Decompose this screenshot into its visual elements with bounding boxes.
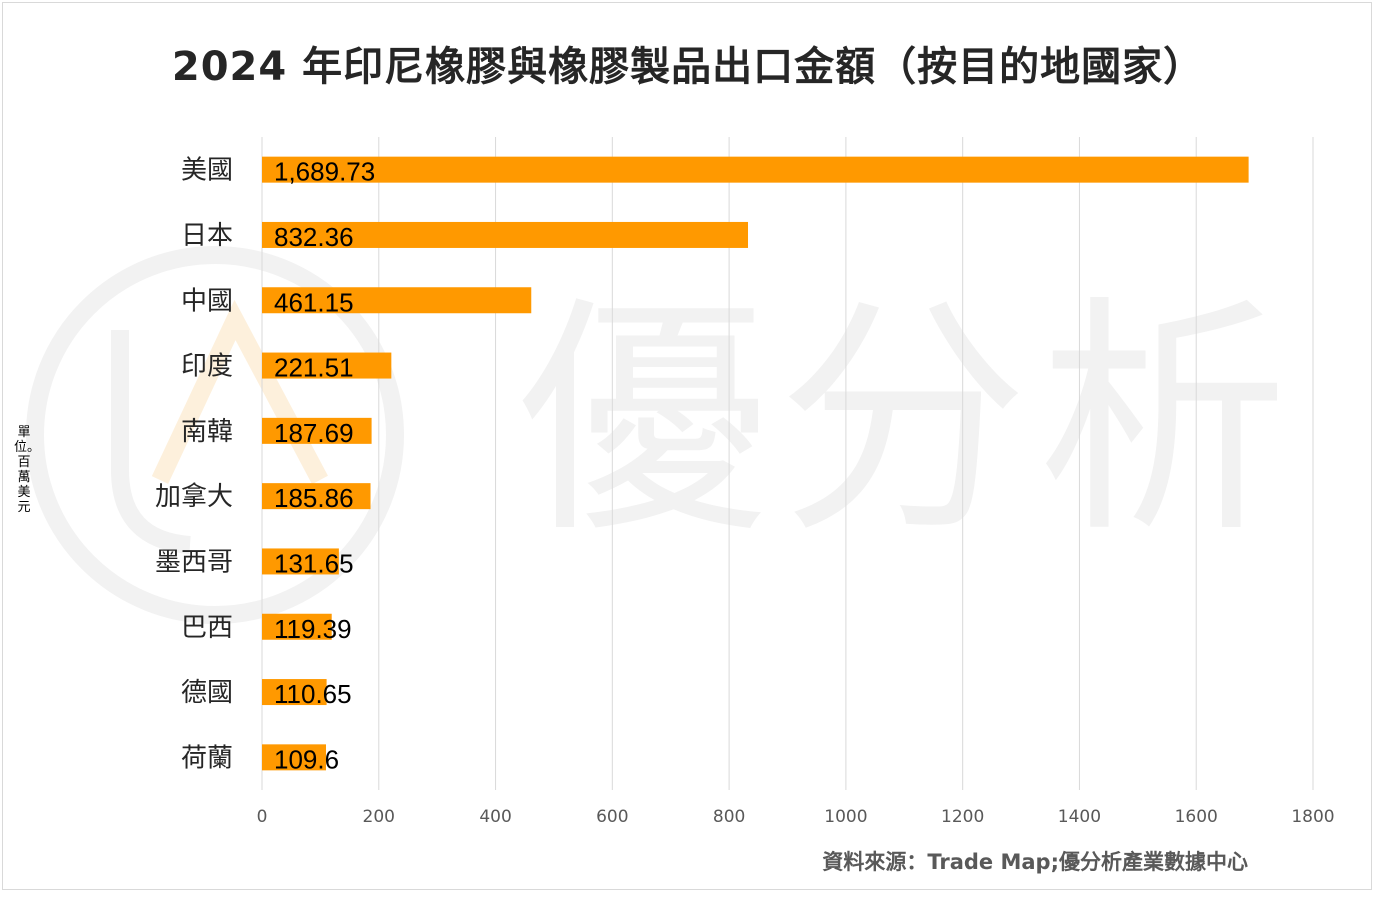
source-note: 資料來源：Trade Map;優分析產業數據中心 — [822, 850, 1248, 874]
category-label: 荷蘭 — [181, 743, 233, 773]
category-label: 南韓 — [181, 417, 233, 447]
x-tick-label: 600 — [596, 807, 628, 827]
category-label: 墨西哥 — [155, 547, 233, 577]
x-tick-label: 1600 — [1175, 807, 1218, 827]
category-label: 巴西 — [181, 613, 233, 643]
data-label: 187.69 — [274, 418, 354, 448]
bar — [262, 221, 749, 248]
category-label: 加拿大 — [155, 482, 233, 512]
data-label: 109.6 — [274, 744, 339, 774]
category-label: 中國 — [181, 286, 233, 316]
bar — [262, 483, 371, 510]
x-tick-label: 1400 — [1058, 807, 1101, 827]
category-label: 德國 — [181, 678, 233, 708]
data-label: 1,689.73 — [274, 157, 375, 187]
bar — [262, 613, 332, 640]
data-label: 131.65 — [274, 548, 354, 578]
category-label: 日本 — [181, 221, 233, 251]
data-label: 461.15 — [274, 287, 354, 317]
bar — [262, 548, 339, 575]
bar — [262, 287, 532, 314]
bar — [262, 679, 327, 706]
x-tick-label: 1200 — [941, 807, 984, 827]
category-label: 美國 — [181, 156, 233, 186]
x-tick-label: 1000 — [824, 807, 867, 827]
x-tick-label: 400 — [479, 807, 511, 827]
x-tick-label: 200 — [363, 807, 395, 827]
x-tick-label: 0 — [257, 807, 268, 827]
bar — [262, 156, 1249, 183]
bar — [262, 744, 326, 771]
data-label: 185.86 — [274, 483, 354, 513]
data-label: 110.65 — [274, 679, 352, 709]
unit-label: 單位。百萬美元 — [14, 425, 41, 515]
chart-title: 2024 年印尼橡膠與橡膠製品出口金額（按目的地國家） — [171, 44, 1205, 90]
bar — [262, 352, 392, 379]
data-label: 832.36 — [274, 222, 354, 252]
x-tick-label: 1800 — [1291, 807, 1334, 827]
x-tick-label: 800 — [713, 807, 745, 827]
data-label: 221.51 — [274, 353, 354, 383]
data-label: 119.39 — [274, 614, 352, 644]
bar — [262, 417, 372, 444]
category-label: 印度 — [181, 352, 233, 382]
